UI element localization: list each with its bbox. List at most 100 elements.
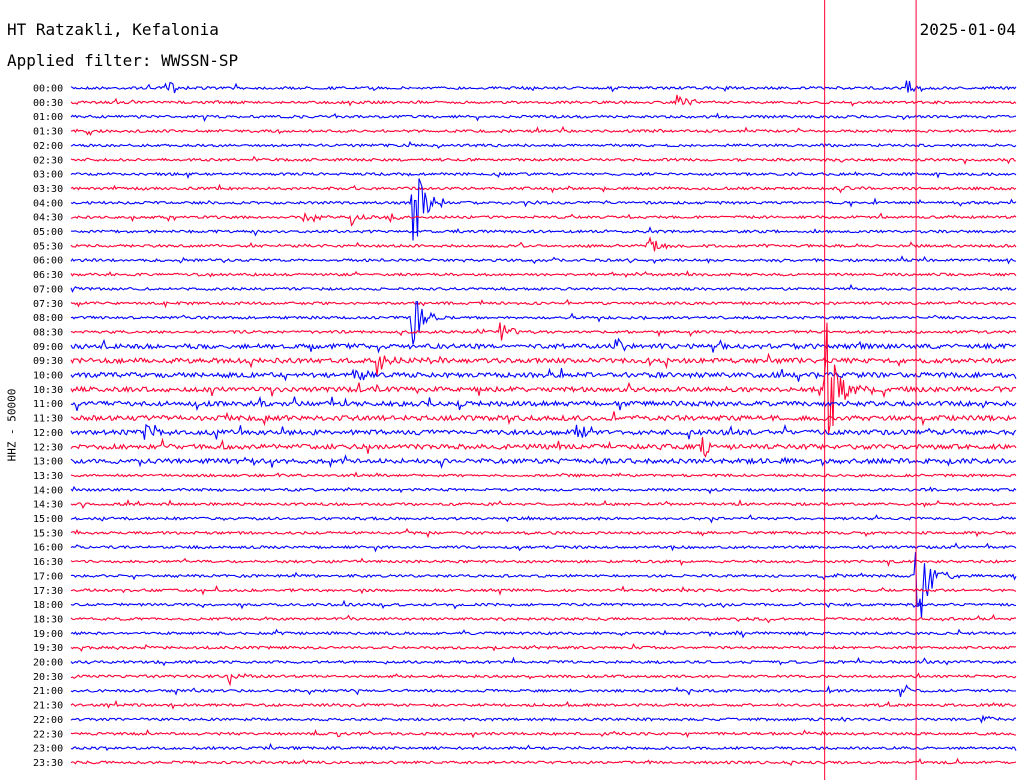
row-label: 01:00	[33, 112, 63, 123]
trace-line	[70, 270, 1017, 278]
row-label: 07:30	[33, 299, 63, 310]
trace-line	[70, 454, 1017, 469]
trace-line	[70, 672, 1017, 687]
trace-line	[70, 557, 1017, 567]
trace-line	[70, 236, 1017, 252]
row-label: 14:00	[33, 485, 63, 496]
trace-line	[70, 322, 1017, 434]
trace-line	[70, 94, 1017, 107]
row-label: 17:30	[33, 586, 63, 597]
row-label: 09:00	[33, 342, 63, 353]
trace-line	[70, 183, 1017, 194]
row-label: 19:00	[33, 629, 63, 640]
trace-line	[70, 411, 1017, 427]
row-label: 16:00	[33, 543, 63, 554]
trace-line	[70, 552, 1017, 619]
row-label: 10:30	[33, 385, 63, 396]
trace-line	[70, 684, 1017, 698]
trace-line	[70, 699, 1017, 710]
trace-line	[70, 155, 1017, 165]
trace-line	[70, 322, 1017, 341]
row-label: 12:30	[33, 442, 63, 453]
row-label: 03:30	[33, 184, 63, 195]
trace-line	[70, 613, 1017, 624]
row-label: 07:00	[33, 284, 63, 295]
row-label: 16:30	[33, 557, 63, 568]
row-label: 02:30	[33, 155, 63, 166]
row-label: 22:30	[33, 729, 63, 740]
filter-label: Applied filter: WWSSN-SP	[7, 51, 239, 70]
row-label: 15:00	[33, 514, 63, 525]
trace-line	[70, 337, 1017, 354]
row-label: 21:00	[33, 686, 63, 697]
trace-line	[70, 437, 1017, 458]
trace-line	[70, 178, 1017, 241]
trace-line	[70, 656, 1017, 667]
trace-line	[70, 485, 1017, 495]
trace-line	[70, 283, 1017, 293]
marker-group	[824, 0, 917, 780]
trace-line	[70, 714, 1017, 724]
trace-line	[70, 395, 1017, 412]
trace-line	[70, 255, 1017, 265]
row-label: 04:30	[33, 213, 63, 224]
row-label: 02:00	[33, 141, 63, 152]
row-label: 04:00	[33, 198, 63, 209]
row-label: 05:00	[33, 227, 63, 238]
row-label: 06:00	[33, 256, 63, 267]
trace-line	[70, 471, 1017, 478]
row-label: 22:00	[33, 715, 63, 726]
trace-line	[70, 527, 1017, 539]
row-label: 13:00	[33, 457, 63, 468]
trace-line	[71, 742, 1017, 752]
row-label: 03:00	[33, 170, 63, 181]
trace-group	[70, 80, 1017, 767]
row-label: 01:30	[33, 127, 63, 138]
trace-line	[70, 585, 1017, 596]
row-label: 08:30	[33, 327, 63, 338]
row-label: 09:30	[33, 356, 63, 367]
row-label: 23:30	[33, 758, 63, 769]
trace-line	[70, 125, 1017, 137]
row-label: 13:30	[33, 471, 63, 482]
row-label: 06:30	[33, 270, 63, 281]
row-label: 10:00	[33, 371, 63, 382]
trace-line	[70, 171, 1017, 180]
trace-line	[70, 643, 1017, 652]
trace-line	[70, 757, 1017, 767]
row-label: 14:30	[33, 500, 63, 511]
trace-line	[70, 729, 1017, 739]
trace-line	[70, 352, 1017, 376]
trace-line	[70, 300, 1017, 345]
trace-line	[70, 140, 1017, 149]
row-label: 19:30	[33, 643, 63, 654]
row-label: 20:00	[33, 658, 63, 669]
row-label: 17:00	[33, 571, 63, 582]
row-label: 12:00	[33, 428, 63, 439]
row-label: 21:30	[33, 701, 63, 712]
row-label: 08:00	[33, 313, 63, 324]
row-label: 18:00	[33, 600, 63, 611]
row-label: 18:30	[33, 614, 63, 625]
row-label: 00:00	[33, 84, 63, 95]
station-title: HT Ratzakli, Kefalonia	[7, 20, 219, 39]
trace-line	[70, 298, 1017, 309]
trace-line	[70, 367, 1017, 382]
row-label: 11:00	[33, 399, 63, 410]
trace-line	[70, 423, 1017, 440]
row-label: 20:30	[33, 672, 63, 683]
trace-line	[70, 542, 1017, 553]
row-label: 15:30	[33, 528, 63, 539]
trace-line	[70, 599, 1017, 610]
trace-line	[70, 80, 1017, 94]
trace-line	[70, 628, 1017, 639]
trace-line	[70, 226, 1017, 237]
trace-line	[70, 211, 1017, 227]
row-label-group: 00:00 00:30 01:00 01:30 02:00 02:30 03:00 03:30…	[33, 84, 63, 769]
row-label: 05:30	[33, 241, 63, 252]
row-label: 23:00	[33, 744, 63, 755]
row-label: 00:30	[33, 98, 63, 109]
date-label: 2025-01-04	[919, 20, 1016, 39]
trace-line	[70, 498, 1017, 510]
